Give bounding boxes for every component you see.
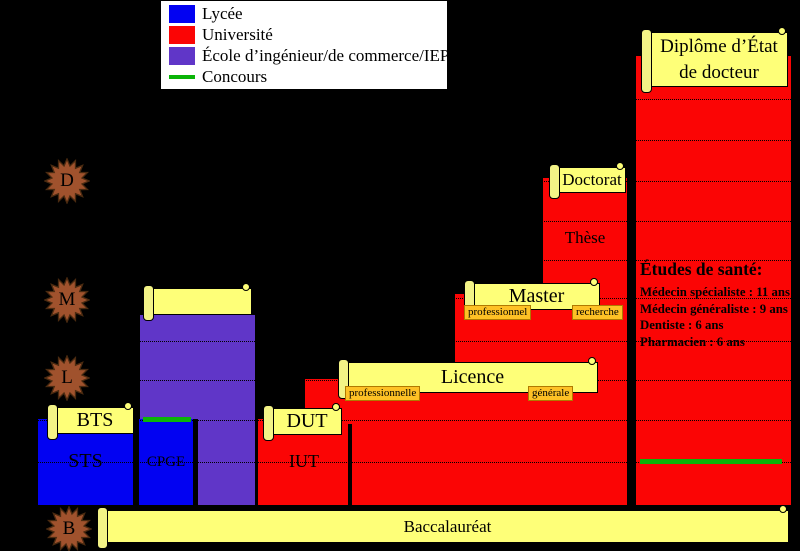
universite-swatch	[169, 25, 195, 44]
health-line: Dentiste : 6 ans	[640, 318, 724, 332]
iut-label: IUT	[289, 451, 319, 471]
diplome-etat-banner: Diplôme d’État de docteur	[641, 27, 788, 93]
master-recherche-tag: recherche	[572, 305, 623, 320]
health-line: Pharmacien : 6 ans	[640, 334, 745, 349]
year-gridline	[37, 420, 791, 421]
sts-label: STS	[68, 450, 103, 472]
year-gridline	[37, 298, 791, 299]
year-gridline	[37, 260, 791, 261]
sante-bar	[636, 56, 791, 505]
legend-item-universite: Université	[161, 24, 447, 45]
diplome-etat-line1: Diplôme d’État	[660, 35, 778, 57]
legend-item-concours: Concours	[161, 66, 447, 87]
legend-label: Université	[202, 24, 273, 44]
legend-item-lycee: Lycée	[161, 3, 447, 24]
cpge-label: CPGE	[146, 454, 186, 470]
ecole-bar-upper	[140, 315, 255, 419]
starburst-icon	[44, 158, 90, 204]
legend-label: Lycée	[202, 3, 243, 23]
year-gridline	[37, 140, 791, 141]
badge-letter-d: D	[60, 170, 74, 191]
concours-line-swatch	[169, 74, 195, 79]
starburst-icon	[44, 355, 90, 401]
year-gridline	[37, 341, 791, 342]
master-professionnel-tag: professionnel	[464, 305, 532, 320]
diplome-etat-line2: de docteur	[679, 61, 759, 83]
health-line: Médecin généraliste : 9 ans	[640, 301, 788, 316]
concours-line-sante	[640, 459, 782, 464]
lycee-swatch	[169, 4, 195, 23]
starburst-icon	[44, 277, 90, 323]
health-line: Médecin spécialiste : 11 ans	[640, 285, 790, 299]
starburst-icon	[46, 506, 92, 551]
legend-label: Concours	[202, 66, 268, 86]
badge-letter-b: B	[62, 518, 76, 539]
dut-banner: DUT	[263, 403, 342, 441]
year-gridline	[37, 181, 791, 182]
concours-line-cpge	[143, 417, 191, 422]
etudes-de-sante-block: Études de santé: Médecin spécialiste : 1…	[640, 259, 790, 350]
etudes-de-sante-title: Études de santé:	[640, 259, 763, 279]
ecole-banner	[143, 283, 252, 321]
year-gridline	[37, 99, 791, 100]
baccalaureat-banner: Baccalauréat	[97, 505, 789, 549]
level-badge-l: L	[44, 355, 90, 401]
these-label: Thèse	[564, 228, 606, 247]
legend: Lycée Université École d’ingénieur/de co…	[160, 0, 450, 90]
licence-generale-tag: générale	[528, 386, 574, 401]
level-badge-d: D	[44, 158, 90, 204]
year-gridline	[37, 221, 791, 222]
badge-letter-m: M	[58, 289, 76, 310]
licence-professionnelle-tag: professionnelle	[345, 386, 421, 401]
doctorat-banner: Doctorat	[549, 162, 626, 199]
badge-letter-l: L	[61, 367, 73, 388]
iut-separator	[348, 424, 352, 505]
legend-item-ecole: École d’ingénieur/de commerce/IEP	[161, 45, 450, 66]
bts-banner: BTS	[47, 402, 134, 440]
year-gridline	[37, 462, 791, 463]
level-badge-b: B	[46, 506, 92, 551]
ecole-swatch	[169, 46, 195, 65]
level-badge-m: M	[44, 277, 90, 323]
legend-label: École d’ingénieur/de commerce/IEP	[202, 45, 450, 65]
